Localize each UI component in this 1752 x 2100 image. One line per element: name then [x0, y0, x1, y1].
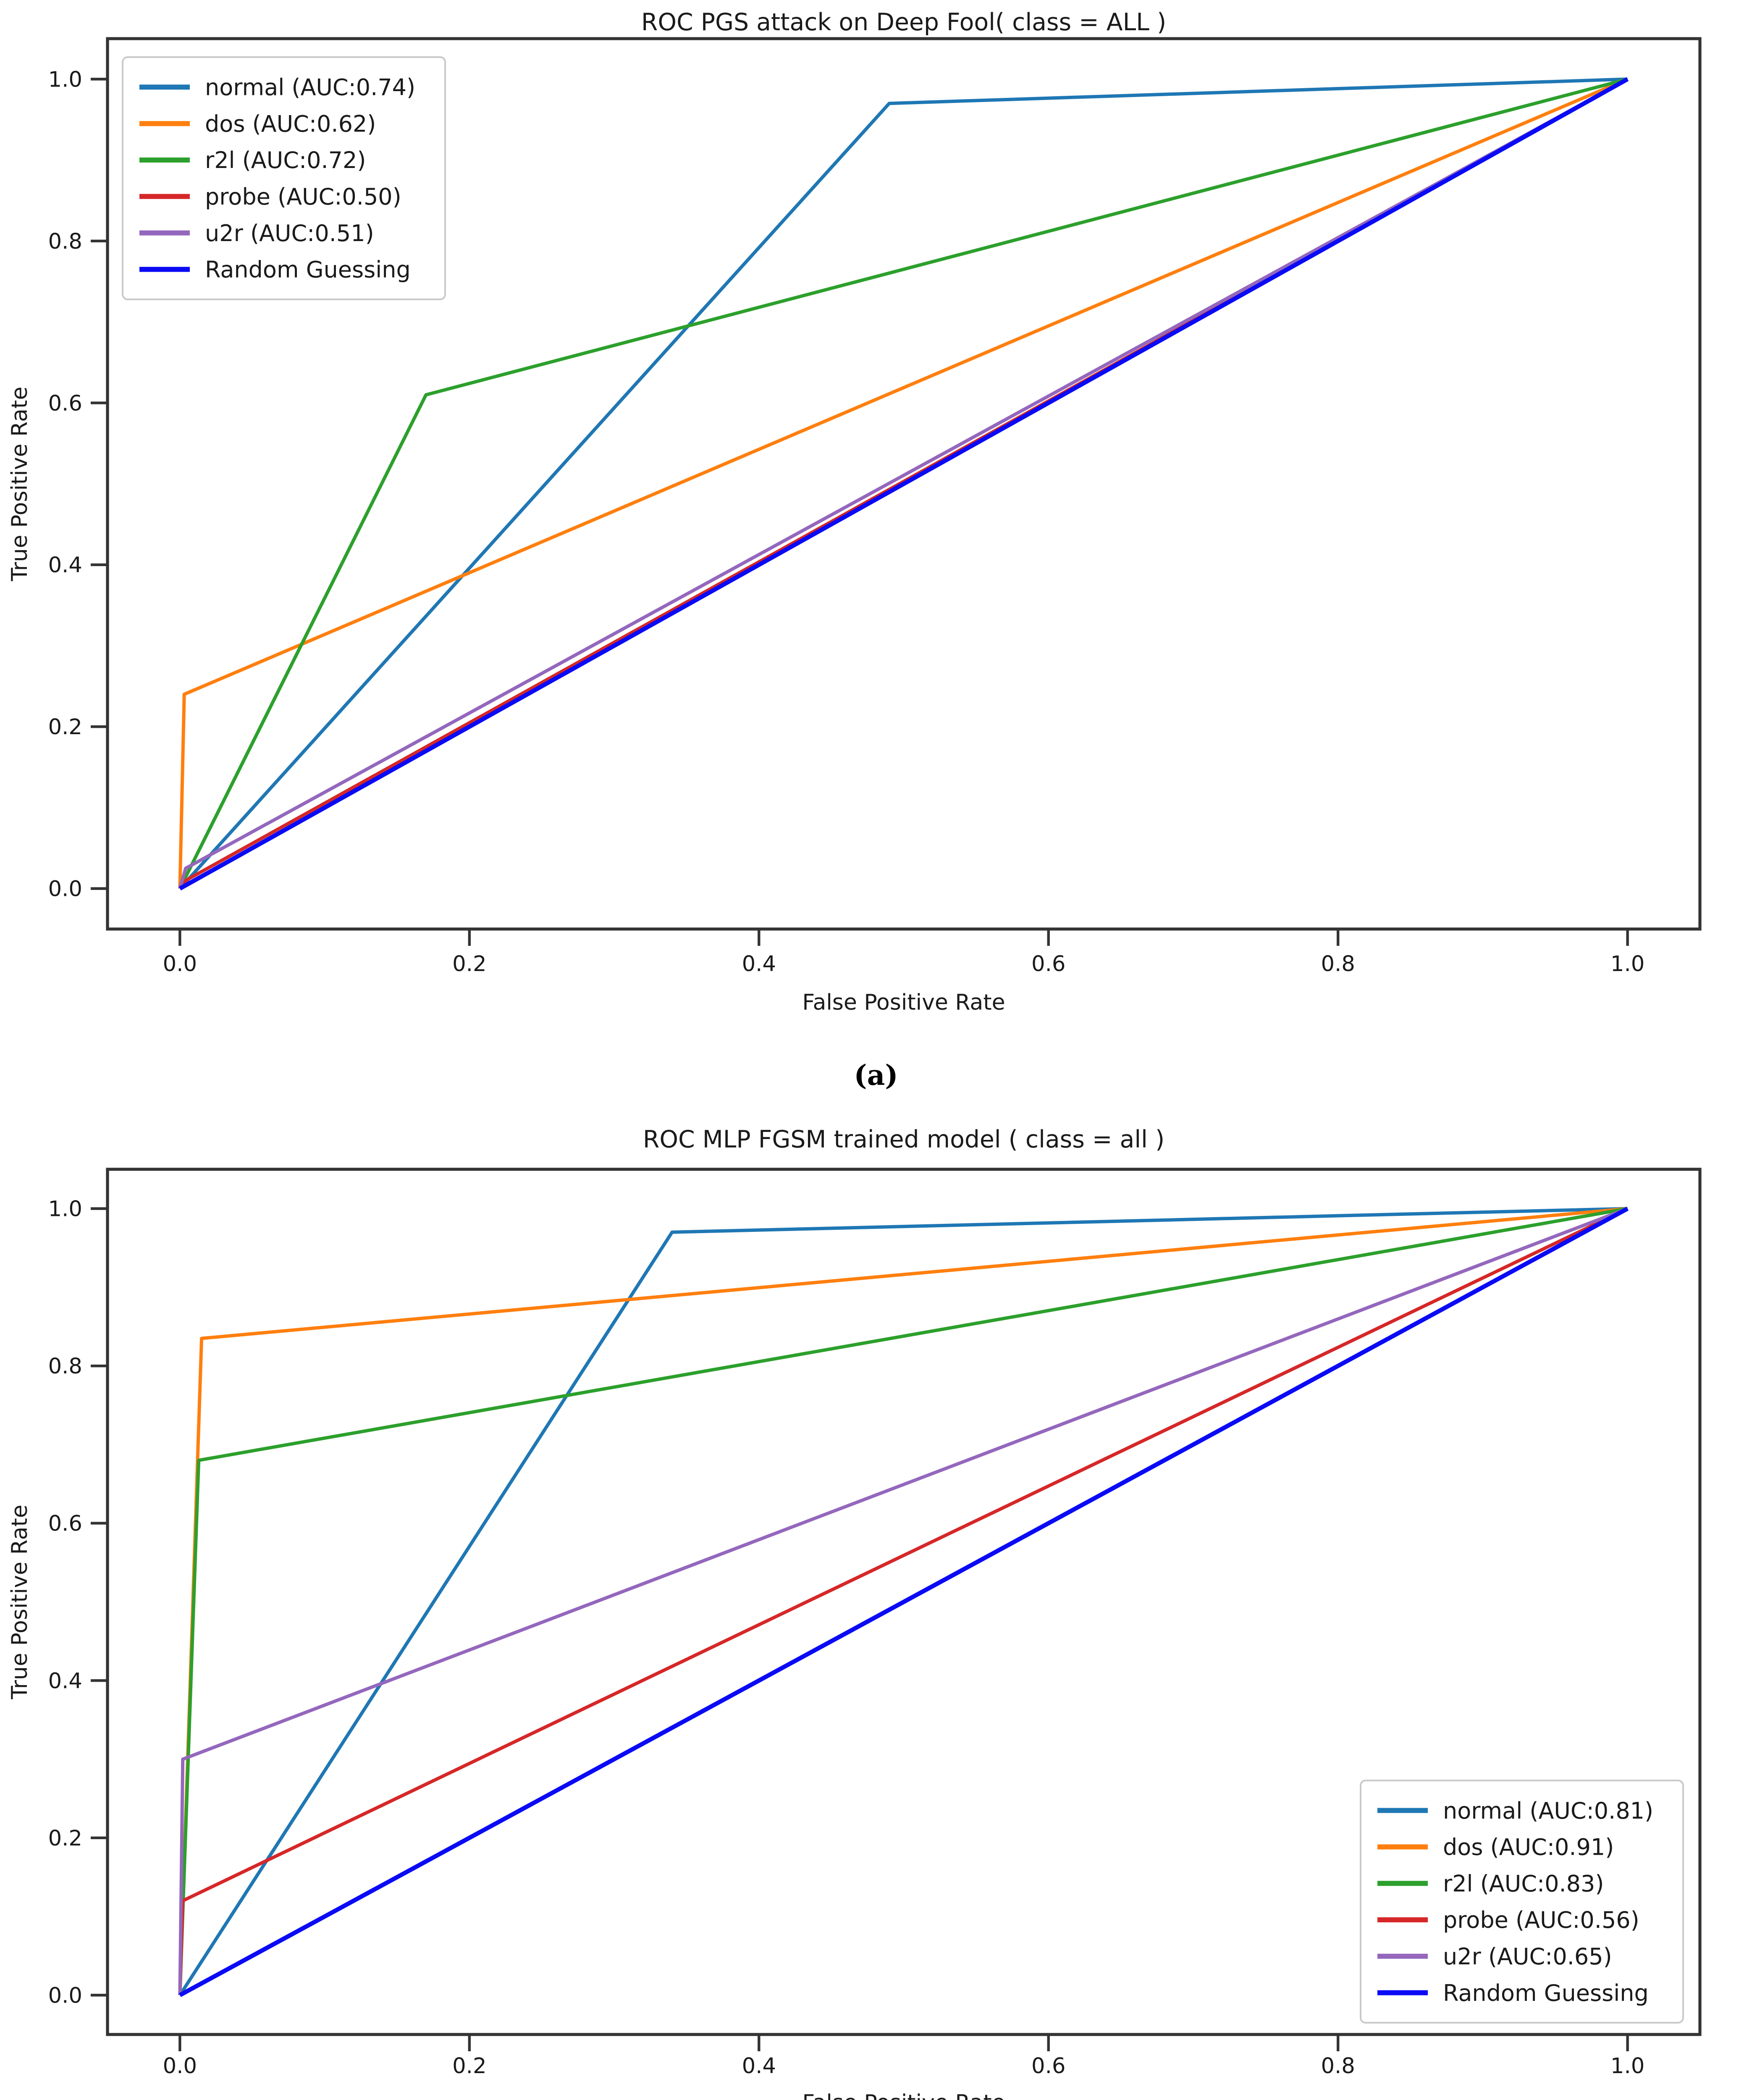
- legend-label-u2r: u2r (AUC:0.51): [205, 220, 374, 247]
- legend-label-dos: dos (AUC:0.91): [1443, 1834, 1614, 1861]
- legend: normal (AUC:0.74) dos (AUC:0.62) r2l (AUC:…: [122, 56, 446, 300]
- y-tick-label: 0.4: [48, 1668, 82, 1693]
- roc-curve-u2r: [178, 1207, 1629, 1995]
- x-axis-label: False Positive Rate: [802, 2090, 1005, 2100]
- x-tick-label: 0.0: [163, 2053, 197, 2079]
- y-tick-label: 0.6: [48, 1511, 82, 1536]
- roc-curve-r2l: [178, 1207, 1628, 1995]
- x-tick-label: 0.8: [1321, 951, 1355, 976]
- x-tick-label: 0.4: [742, 951, 776, 976]
- legend-box: [1360, 1780, 1684, 2024]
- chart-b-canvas: 0.0 0.2 0.4 0.6 0.8 1.0 0.0 0.2 0.4 0.6 0.8 1.0 ROC …: [7, 1126, 1702, 2100]
- legend-label-u2r: u2r (AUC:0.65): [1443, 1943, 1612, 1970]
- legend-label-random-guessing: Random Guessing: [205, 257, 411, 283]
- axes-spines: [106, 37, 1702, 931]
- y-tick-label: 0.0: [48, 877, 82, 902]
- y-tick-label: 0.8: [48, 229, 82, 254]
- x-tick-label: 0.2: [452, 951, 486, 976]
- legend-label-r2l: r2l (AUC:0.83): [1443, 1870, 1604, 1897]
- roc-curve-r2l: [178, 77, 1628, 890]
- chart-title: ROC MLP FGSM trained model ( class = all…: [643, 1126, 1165, 1153]
- y-tick-label: 0.4: [48, 553, 82, 578]
- axes-spines: [106, 1168, 1702, 2036]
- legend-label-r2l: r2l (AUC:0.72): [205, 147, 366, 173]
- x-tick-label: 0.8: [1321, 2053, 1355, 2079]
- roc-curve-normal: [178, 1207, 1628, 1996]
- chart-a-caption: (a): [854, 1059, 898, 1092]
- x-tick-label: 0.0: [163, 951, 197, 976]
- roc-curve-random-guessing: [178, 77, 1629, 891]
- roc-curve-dos: [178, 77, 1629, 889]
- y-tick-label: 0.2: [48, 714, 82, 740]
- chart-title: ROC PGS attack on Deep Fool( class = ALL…: [641, 8, 1166, 36]
- legend-label-normal: normal (AUC:0.81): [1443, 1798, 1653, 1824]
- legend-box: [122, 56, 446, 300]
- x-tick-label: 1.0: [1610, 951, 1644, 976]
- x-tick-label: 0.2: [452, 2053, 486, 2079]
- legend-label-normal: normal (AUC:0.74): [205, 74, 415, 101]
- y-tick-label: 0.0: [48, 1983, 82, 2008]
- x-tick-label: 0.4: [742, 2053, 776, 2079]
- x-axis-label: False Positive Rate: [802, 990, 1005, 1015]
- y-tick-label: 1.0: [48, 1197, 82, 1222]
- legend-label-dos: dos (AUC:0.62): [205, 110, 376, 137]
- roc-curve-normal: [178, 77, 1628, 890]
- y-axis-label: True Positive Rate: [7, 1504, 32, 1699]
- chart-b: 0.0 0.2 0.4 0.6 0.8 1.0 0.0 0.2 0.4 0.6 0.8 1.0 ROC …: [0, 1117, 1752, 2100]
- y-tick-label: 0.2: [48, 1826, 82, 1851]
- x-tick-label: 1.0: [1610, 2053, 1644, 2079]
- legend: normal (AUC:0.81) dos (AUC:0.91) r2l (AUC:…: [1360, 1780, 1684, 2024]
- legend-label-random-guessing: Random Guessing: [1443, 1980, 1649, 2006]
- y-tick-label: 0.6: [48, 391, 82, 416]
- roc-curve-u2r: [178, 77, 1629, 889]
- y-axis-label: True Positive Rate: [7, 386, 32, 581]
- roc-curve-random-guessing: [178, 1207, 1629, 1997]
- chart-a: 0.0 0.2 0.4 0.6 0.8 1.0 0.0 0.2 0.4 0.6 0.8 1.0 ROC …: [7, 8, 1702, 1092]
- y-tick-label: 0.8: [48, 1354, 82, 1379]
- legend-label-probe: probe (AUC:0.50): [205, 184, 401, 210]
- legend-label-probe: probe (AUC:0.56): [1443, 1907, 1639, 1933]
- x-tick-label: 0.6: [1031, 951, 1065, 976]
- y-tick-label: 1.0: [48, 67, 82, 92]
- x-tick-label: 0.6: [1031, 2053, 1065, 2079]
- chart-a-canvas: 0.0 0.2 0.4 0.6 0.8 1.0 0.0 0.2 0.4 0.6 0.8 1.0 ROC …: [7, 8, 1702, 1015]
